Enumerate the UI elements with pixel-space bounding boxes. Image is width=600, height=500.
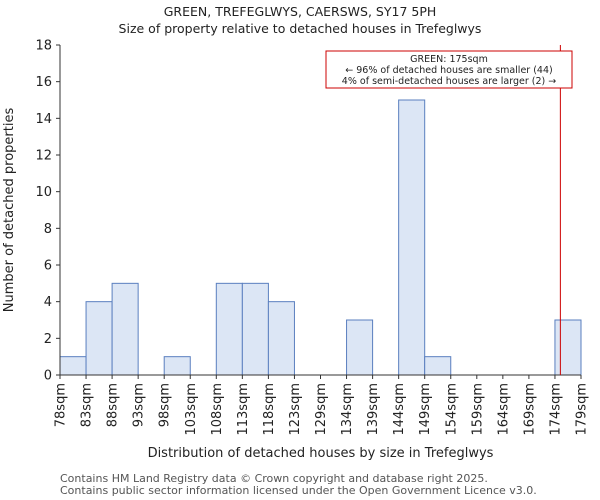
footer: Contains HM Land Registry data © Crown c… — [60, 473, 537, 496]
x-tick-label: 154sqm — [444, 383, 459, 436]
x-tick-label: 93sqm — [132, 383, 147, 427]
x-tick-label: 88sqm — [106, 383, 121, 427]
footer-licence: Contains public sector information licen… — [60, 483, 537, 497]
y-tick-label: 4 — [44, 295, 52, 310]
x-axis-label: Distribution of detached houses by size … — [148, 446, 494, 461]
x-tick-label: 144sqm — [392, 383, 407, 436]
x-tick-label: 118sqm — [262, 383, 277, 436]
histogram-bar — [398, 99, 426, 376]
x-tick-label: 103sqm — [184, 383, 199, 436]
chart-subtitle: Size of property relative to detached ho… — [118, 21, 482, 36]
x-tick-label: 174sqm — [548, 383, 563, 436]
histogram-bar — [215, 282, 243, 376]
annotation-text: ← 96% of detached houses are smaller (44… — [345, 65, 552, 76]
x-tick-label: 98sqm — [158, 383, 173, 427]
y-tick-label: 18 — [35, 39, 52, 54]
chart-title-block: GREEN, TREFEGLWYS, CAERSWS, SY17 5PH Siz… — [0, 3, 600, 37]
x-tick-label: 159sqm — [470, 383, 485, 436]
annotation-text: 4% of semi-detached houses are larger (2… — [342, 76, 556, 87]
y-tick-label: 6 — [44, 259, 52, 274]
histogram-bar — [346, 319, 374, 376]
x-tick-label: 113sqm — [236, 383, 251, 436]
x-tick-label: 78sqm — [54, 383, 69, 427]
histogram-bar — [59, 356, 87, 376]
x-tick-label: 164sqm — [496, 383, 511, 436]
y-tick-label: 8 — [44, 222, 52, 237]
histogram-bar — [424, 356, 452, 376]
y-tick-label: 16 — [35, 75, 52, 90]
footer-copyright: Contains HM Land Registry data © Crown c… — [60, 472, 488, 485]
y-tick-label: 12 — [35, 149, 52, 164]
histogram-bar — [85, 301, 113, 376]
x-tick-label: 83sqm — [80, 383, 95, 427]
x-tick-label: 179sqm — [575, 383, 590, 436]
x-tick-label: 134sqm — [340, 383, 355, 436]
histogram-bar — [163, 356, 191, 376]
y-axis-label: Number of detached properties — [2, 108, 17, 313]
x-tick-label: 123sqm — [288, 383, 303, 436]
y-tick-label: 0 — [44, 369, 52, 384]
x-tick-label: 108sqm — [210, 383, 225, 436]
histogram-bar — [554, 319, 582, 376]
x-tick-label: 169sqm — [522, 383, 537, 436]
annotation-box — [325, 50, 573, 89]
chart-title: GREEN, TREFEGLWYS, CAERSWS, SY17 5PH — [163, 4, 437, 19]
histogram-bar — [267, 301, 295, 376]
x-tick-label: 139sqm — [366, 383, 381, 436]
y-tick-label: 2 — [44, 332, 52, 347]
x-tick-label: 129sqm — [314, 383, 329, 436]
histogram-bar — [111, 282, 139, 376]
histogram-bar — [241, 282, 269, 376]
y-tick-label: 14 — [35, 112, 52, 127]
annotation-text: GREEN: 175sqm — [410, 54, 488, 65]
y-tick-label: 10 — [35, 185, 52, 200]
x-tick-label: 149sqm — [418, 383, 433, 436]
